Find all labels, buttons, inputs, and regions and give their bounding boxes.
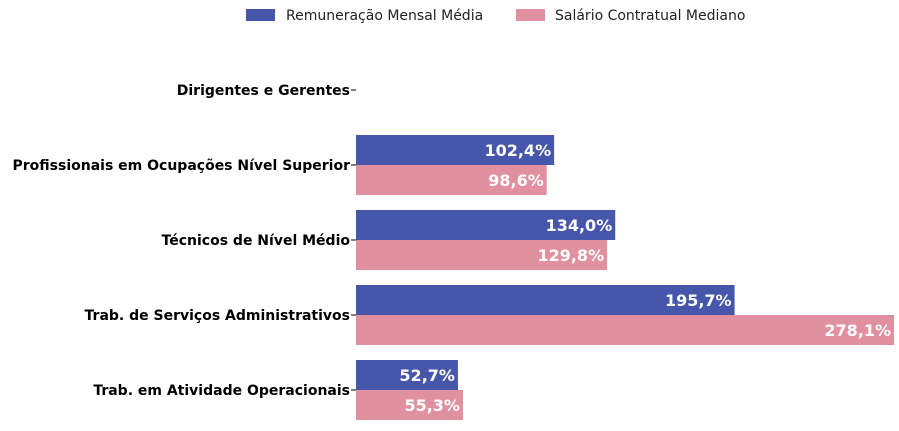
bar-value-label: 55,3% bbox=[404, 396, 460, 415]
bar-salario bbox=[356, 390, 463, 420]
legend-label-salario: Salário Contratual Mediano bbox=[555, 8, 745, 24]
bar-value-label: 52,7% bbox=[399, 366, 455, 385]
legend-swatch-salario bbox=[516, 9, 545, 21]
bar-salario bbox=[356, 315, 894, 345]
category-label: Trab. em Atividade Operacionais bbox=[93, 383, 350, 399]
bar-value-label: 98,6% bbox=[488, 171, 544, 190]
category-label: Trab. de Serviços Administrativos bbox=[85, 308, 350, 324]
bar-value-label: 102,4% bbox=[484, 141, 551, 160]
category-label: Técnicos de Nível Médio bbox=[162, 233, 351, 249]
bar-remuneracao bbox=[356, 285, 735, 315]
legend-label-remuneracao: Remuneração Mensal Média bbox=[286, 8, 483, 24]
bar-salario bbox=[356, 240, 608, 270]
category-label: Profissionais em Ocupações Nível Superio… bbox=[13, 158, 351, 174]
legend: Remuneração Mensal Média Salário Contrat… bbox=[246, 8, 745, 24]
bar-remuneracao bbox=[356, 360, 458, 390]
bar-value-label: 195,7% bbox=[665, 291, 732, 310]
bar-remuneracao bbox=[356, 210, 616, 240]
legend-swatch-remuneracao bbox=[246, 9, 275, 21]
category-label: Dirigentes e Gerentes bbox=[177, 83, 350, 99]
bar-value-label: 134,0% bbox=[546, 216, 613, 235]
bar-remuneracao bbox=[356, 135, 555, 165]
bar-value-label: 129,8% bbox=[537, 246, 604, 265]
bar-salario bbox=[356, 165, 547, 195]
plot-area: Dirigentes e Gerentes Profissionais em Oc… bbox=[13, 83, 894, 420]
bar-value-label: 278,1% bbox=[824, 321, 891, 340]
